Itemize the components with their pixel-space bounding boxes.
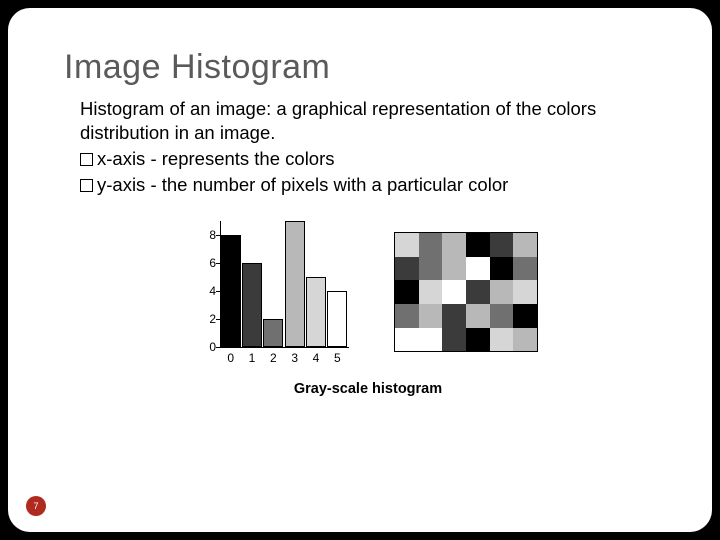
y-tick-mark [216, 291, 220, 292]
grid-cell [395, 280, 419, 304]
y-tick-label: 0 [202, 340, 216, 354]
slide-title: Image Histogram [64, 48, 672, 87]
histogram-chart: 02468012345 [198, 217, 358, 367]
grid-cell [466, 233, 490, 257]
grid-cell [466, 304, 490, 328]
grid-cell [442, 233, 466, 257]
bullet-y-axis: y-axis - the number of pixels with a par… [80, 173, 672, 197]
grid-cell [466, 257, 490, 281]
grid-cell [395, 233, 419, 257]
grid-cell [513, 328, 537, 352]
y-tick-label: 8 [202, 228, 216, 242]
x-tick-label: 0 [222, 351, 240, 365]
figure-caption: Gray-scale histogram [64, 381, 672, 397]
y-tick-mark [216, 235, 220, 236]
grid-cell [419, 280, 443, 304]
grid-cell [442, 280, 466, 304]
histogram-bar [242, 263, 262, 347]
y-tick-mark [216, 347, 220, 348]
grid-cell [419, 233, 443, 257]
grid-cell [466, 328, 490, 352]
y-tick-label: 4 [202, 284, 216, 298]
grid-cell [395, 304, 419, 328]
grid-cell [419, 304, 443, 328]
intro-text: Histogram of an image: a graphical repre… [80, 97, 672, 145]
x-tick-label: 4 [307, 351, 325, 365]
slide-body: Histogram of an image: a graphical repre… [64, 97, 672, 197]
y-tick-label: 2 [202, 312, 216, 326]
page-number-badge: 7 [26, 496, 46, 516]
y-tick-label: 6 [202, 256, 216, 270]
histogram-bar [285, 221, 305, 347]
slide: Image Histogram Histogram of an image: a… [8, 8, 712, 532]
grid-cell [513, 257, 537, 281]
grid-cell [513, 304, 537, 328]
grid-cell [442, 257, 466, 281]
grayscale-grid [394, 232, 538, 352]
histogram-bar [221, 235, 241, 347]
grid-cell [395, 257, 419, 281]
x-tick-label: 5 [328, 351, 346, 365]
bullet-y-text: y-axis - the number of pixels with a par… [97, 174, 508, 195]
figure-row: 02468012345 [64, 217, 672, 367]
grid-cell [419, 328, 443, 352]
grid-cell [442, 304, 466, 328]
grid-cell [419, 257, 443, 281]
y-tick-mark [216, 263, 220, 264]
grid-cell [490, 328, 514, 352]
square-bullet-icon [80, 153, 93, 166]
grid-cell [490, 280, 514, 304]
y-tick-mark [216, 319, 220, 320]
grid-cell [466, 280, 490, 304]
grid-cell [490, 304, 514, 328]
x-tick-label: 3 [286, 351, 304, 365]
x-tick-label: 2 [264, 351, 282, 365]
bullet-x-text: x-axis - represents the colors [97, 148, 335, 169]
histogram-bar [327, 291, 347, 347]
histogram-bar [306, 277, 326, 347]
x-tick-label: 1 [243, 351, 261, 365]
grid-cell [490, 233, 514, 257]
bullet-x-axis: x-axis - represents the colors [80, 147, 672, 171]
grid-cell [513, 233, 537, 257]
square-bullet-icon [80, 179, 93, 192]
grid-cell [395, 328, 419, 352]
histogram-bar [263, 319, 283, 347]
grid-cell [513, 280, 537, 304]
grid-cell [442, 328, 466, 352]
grid-cell [490, 257, 514, 281]
